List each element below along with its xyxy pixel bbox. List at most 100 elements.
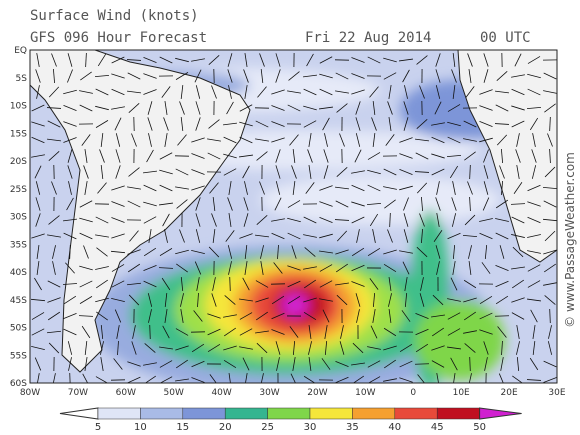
wind-barb bbox=[114, 117, 122, 131]
wind-barb bbox=[159, 184, 173, 192]
wind-barb bbox=[271, 89, 285, 95]
wind-barb bbox=[176, 199, 188, 209]
wind-barb bbox=[110, 250, 126, 254]
wind-barb bbox=[369, 278, 379, 290]
wind-barb bbox=[526, 379, 542, 381]
wind-barb bbox=[79, 265, 93, 271]
wind-barb bbox=[126, 282, 142, 286]
wind-barb bbox=[79, 217, 93, 223]
wind-barb bbox=[404, 292, 408, 308]
wind-barb bbox=[131, 133, 137, 147]
wind-barb bbox=[79, 232, 93, 240]
wind-barb bbox=[100, 133, 104, 147]
wind-barb bbox=[223, 327, 237, 337]
wind-barb bbox=[399, 250, 413, 254]
wind-barb bbox=[275, 53, 281, 67]
wind-barb bbox=[463, 330, 477, 334]
wind-barb bbox=[46, 107, 62, 109]
wind-barb bbox=[128, 103, 140, 113]
wind-barb bbox=[223, 314, 237, 318]
wind-barb bbox=[468, 245, 472, 259]
wind-barb bbox=[383, 345, 397, 351]
wind-barb bbox=[159, 376, 173, 383]
wind-barb bbox=[383, 72, 397, 80]
wind-barb bbox=[383, 263, 397, 273]
wind-barb bbox=[207, 138, 221, 142]
lat-label: 50S bbox=[10, 324, 27, 334]
wind-barb bbox=[399, 137, 413, 143]
wind-barb bbox=[147, 101, 153, 115]
wind-barb bbox=[419, 293, 425, 307]
wind-barb bbox=[403, 197, 409, 211]
wind-barb bbox=[207, 313, 221, 319]
wind-barb bbox=[244, 181, 248, 195]
wind-barb bbox=[143, 184, 157, 192]
wind-barb bbox=[450, 357, 458, 371]
wind-barb bbox=[479, 295, 493, 305]
wind-barb bbox=[420, 277, 424, 291]
wind-barb bbox=[516, 325, 520, 339]
wind-barb bbox=[255, 297, 269, 303]
wind-barb bbox=[287, 265, 301, 271]
lat-label: 35S bbox=[10, 240, 27, 250]
wind-barb bbox=[227, 245, 233, 259]
wind-barb bbox=[335, 361, 349, 367]
wind-barb bbox=[367, 346, 381, 350]
wind-barb bbox=[111, 185, 125, 191]
wind-barb bbox=[223, 345, 237, 351]
wind-barb bbox=[483, 341, 489, 355]
wind-barb bbox=[255, 280, 269, 288]
wind-barb bbox=[388, 277, 392, 291]
wind-barb bbox=[399, 169, 413, 175]
wind-barb bbox=[244, 53, 248, 67]
wind-barb bbox=[303, 266, 317, 270]
wind-barb bbox=[239, 121, 253, 127]
wind-barb bbox=[162, 213, 170, 227]
wind-barb bbox=[319, 106, 333, 110]
wind-barb bbox=[526, 106, 542, 110]
wind-barb bbox=[149, 324, 151, 340]
wind-barb bbox=[79, 280, 93, 288]
wind-barb bbox=[367, 247, 381, 257]
wind-barb bbox=[435, 85, 441, 99]
wind-barb bbox=[431, 136, 445, 144]
wind-barb bbox=[111, 201, 125, 207]
wind-barb bbox=[143, 73, 157, 79]
wind-barb bbox=[494, 123, 510, 125]
map-area bbox=[30, 50, 557, 383]
wind-barb bbox=[127, 90, 141, 94]
wind-barb bbox=[447, 328, 461, 336]
wind-barb bbox=[319, 298, 333, 302]
wind-barb bbox=[180, 117, 184, 131]
wind-barb bbox=[500, 148, 504, 164]
wind-barb bbox=[79, 90, 93, 94]
wind-barb bbox=[335, 90, 349, 94]
wind-barb bbox=[370, 325, 378, 339]
wind-barb bbox=[527, 234, 541, 238]
wind-barb bbox=[436, 181, 440, 195]
wind-barb bbox=[451, 213, 457, 227]
wind-barb bbox=[479, 105, 493, 111]
wind-barb bbox=[322, 309, 330, 323]
wind-barb bbox=[367, 376, 381, 383]
wind-barb bbox=[463, 311, 477, 321]
wind-barb bbox=[436, 373, 439, 383]
wind-barb bbox=[51, 53, 57, 67]
wind-barb bbox=[63, 328, 77, 336]
wind-barb bbox=[239, 154, 253, 158]
wind-barb bbox=[79, 104, 93, 112]
lon-label: 80W bbox=[20, 388, 40, 398]
wind-barb bbox=[31, 121, 45, 127]
wind-barb bbox=[81, 134, 91, 146]
wind-barb bbox=[271, 121, 285, 127]
wind-barb bbox=[511, 216, 525, 224]
wind-barb bbox=[80, 71, 92, 81]
wind-barb bbox=[387, 229, 393, 243]
wind-barb bbox=[274, 197, 282, 211]
wind-barb bbox=[463, 138, 477, 142]
wind-barb bbox=[63, 218, 77, 222]
wind-barb bbox=[46, 330, 62, 334]
wind-barb bbox=[65, 262, 75, 274]
wind-barb bbox=[161, 277, 171, 291]
wind-barb bbox=[159, 169, 173, 175]
